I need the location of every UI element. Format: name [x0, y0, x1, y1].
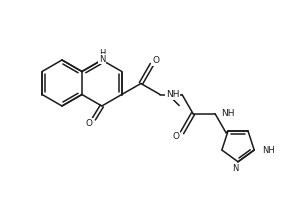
Text: H: H: [99, 48, 105, 58]
Text: N: N: [232, 164, 238, 173]
Text: NH: NH: [166, 90, 179, 99]
Text: O: O: [172, 132, 179, 141]
Text: O: O: [85, 118, 92, 128]
Text: O: O: [152, 56, 159, 65]
Text: NH: NH: [262, 146, 275, 155]
Text: NH: NH: [221, 109, 235, 118]
Text: N: N: [99, 54, 105, 64]
